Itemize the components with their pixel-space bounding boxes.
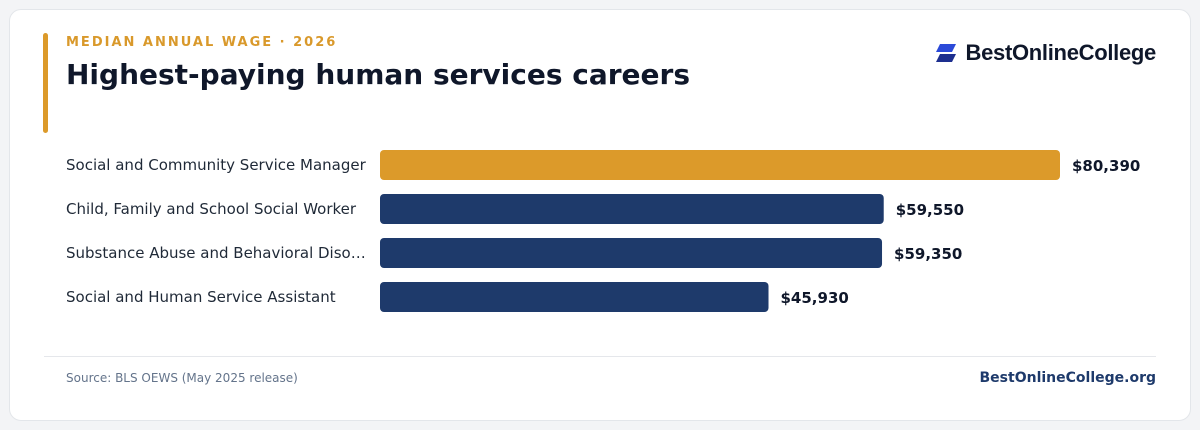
value-label: $59,350: [894, 245, 962, 263]
site-link[interactable]: BestOnlineCollege.org: [979, 370, 1156, 386]
source-note: Source: BLS OEWS (May 2025 release): [66, 371, 298, 385]
title-accent-bar: [43, 33, 48, 133]
brand-logo: BestOnlineCollege: [934, 40, 1157, 66]
bar: [380, 194, 884, 224]
value-label: $80,390: [1072, 157, 1140, 175]
value-label: $45,930: [781, 289, 849, 307]
chart-eyebrow: MEDIAN ANNUAL WAGE · 2026: [66, 35, 338, 50]
category-label: Child, Family and School Social Worker: [66, 200, 357, 218]
footer-divider: [44, 356, 1156, 357]
chart-title: Highest-paying human services careers: [66, 58, 691, 91]
value-label: $59,550: [896, 201, 964, 219]
bar: [380, 282, 769, 312]
category-label: Social and Human Service Assistant: [66, 288, 336, 306]
bar: [380, 150, 1060, 180]
category-label: Substance Abuse and Behavioral Diso…: [66, 244, 366, 262]
category-label: Social and Community Service Manager: [66, 156, 367, 174]
brand-name: BestOnlineCollege: [965, 40, 1157, 65]
bar: [380, 238, 883, 268]
brand-logo-icon: [935, 44, 956, 62]
